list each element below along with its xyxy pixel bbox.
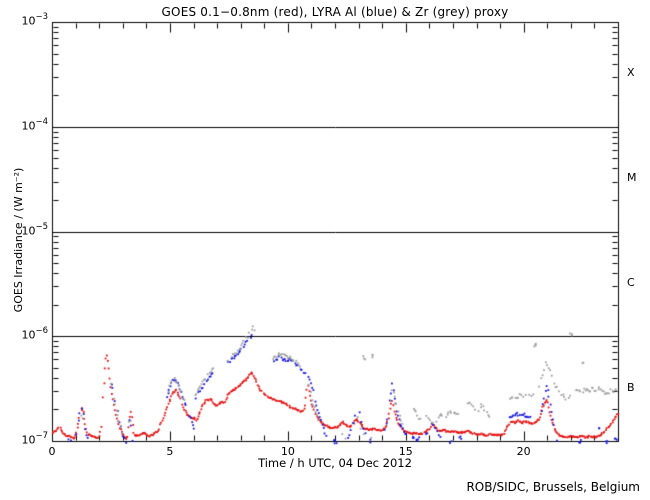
y-tick-label: 10−4 [21, 116, 48, 133]
x-axis-title: Time / h UTC, 04 Dec 2012 [258, 456, 412, 470]
flare-class-label-b: B [627, 380, 635, 394]
y-tick-label: 10−6 [21, 326, 48, 342]
flare-class-label-m: M [627, 171, 637, 185]
y-tick-label: 10−3 [21, 12, 48, 28]
y-tick-label: 10−5 [21, 221, 48, 238]
chart-title: GOES 0.1−0.8nm (red), LYRA Al (blue) & Z… [161, 5, 509, 19]
credit-text: ROB/SIDC, Brussels, Belgium [466, 480, 640, 494]
x-tick-label: 10 [280, 445, 295, 458]
x-tick-label: 15 [398, 445, 413, 458]
flare-class-label-x: X [627, 66, 635, 80]
y-tick-label: 10−7 [21, 431, 48, 447]
flare-class-label-c: C [627, 275, 635, 289]
y-axis-title: GOES Irradiance / (W m⁻²) [12, 167, 25, 313]
x-tick-label: 0 [48, 445, 56, 458]
x-tick-label: 20 [516, 445, 531, 458]
x-tick-label: 5 [166, 445, 174, 458]
